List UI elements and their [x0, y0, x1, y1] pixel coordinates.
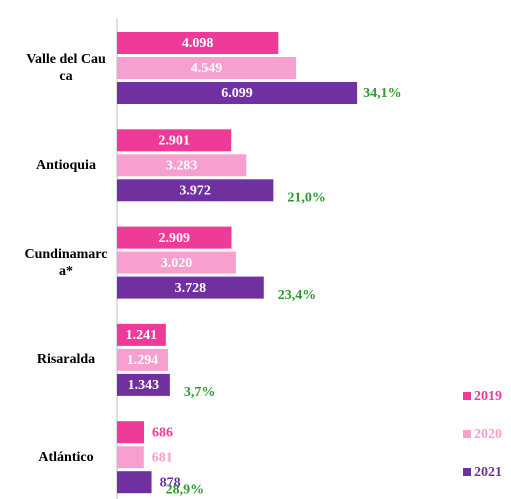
- value-label: 4.549: [191, 61, 223, 76]
- legend-label: 2020: [474, 427, 502, 442]
- growth-label: 23,4%: [278, 288, 317, 303]
- bar: [117, 154, 247, 177]
- bar: [117, 179, 274, 202]
- bar: [117, 446, 144, 469]
- category-label: Antioquia: [36, 157, 96, 173]
- legend-swatch: [463, 468, 471, 476]
- legend-label: 2019: [474, 389, 502, 404]
- value-label: 6.099: [221, 86, 253, 101]
- bar: [117, 421, 145, 444]
- growth-label: 3,7%: [184, 385, 216, 400]
- bar: [117, 82, 358, 104]
- growth-label: 34,1%: [363, 86, 402, 101]
- category-label: Cundinamarca*: [24, 246, 108, 279]
- category-label: Atlántico: [38, 449, 94, 465]
- bar: [117, 373, 170, 396]
- legend-swatch: [463, 430, 471, 438]
- category-label: Risaralda: [36, 352, 96, 368]
- category-label: Valle del Cauca: [26, 52, 106, 84]
- value-label: 1.294: [127, 353, 159, 368]
- bar: [117, 348, 168, 371]
- value-label: 4.098: [182, 36, 214, 51]
- bar: [117, 226, 232, 249]
- value-label: 2.901: [158, 134, 190, 149]
- value-label: 1.343: [128, 378, 160, 393]
- growth-label: 28,9%: [166, 482, 205, 497]
- value-label: 3.972: [179, 184, 211, 199]
- value-label: 3.020: [161, 256, 193, 271]
- growth-label: 21,0%: [287, 191, 326, 206]
- value-label: 1.241: [126, 328, 158, 343]
- legend-label: 2021: [474, 465, 502, 480]
- bar: [117, 471, 152, 494]
- bar: [117, 32, 279, 54]
- value-label: 3.283: [166, 159, 198, 174]
- value-label: 3.728: [175, 281, 207, 296]
- value-label: 2.909: [159, 231, 191, 246]
- bar: [117, 129, 232, 152]
- value-label: 878: [160, 475, 181, 490]
- bar: [117, 251, 236, 274]
- value-label: 686: [152, 425, 173, 440]
- bar: [117, 57, 297, 79]
- legend-swatch: [463, 392, 471, 400]
- value-label: 681: [152, 450, 173, 465]
- bar: [117, 276, 264, 299]
- bar: [117, 323, 166, 346]
